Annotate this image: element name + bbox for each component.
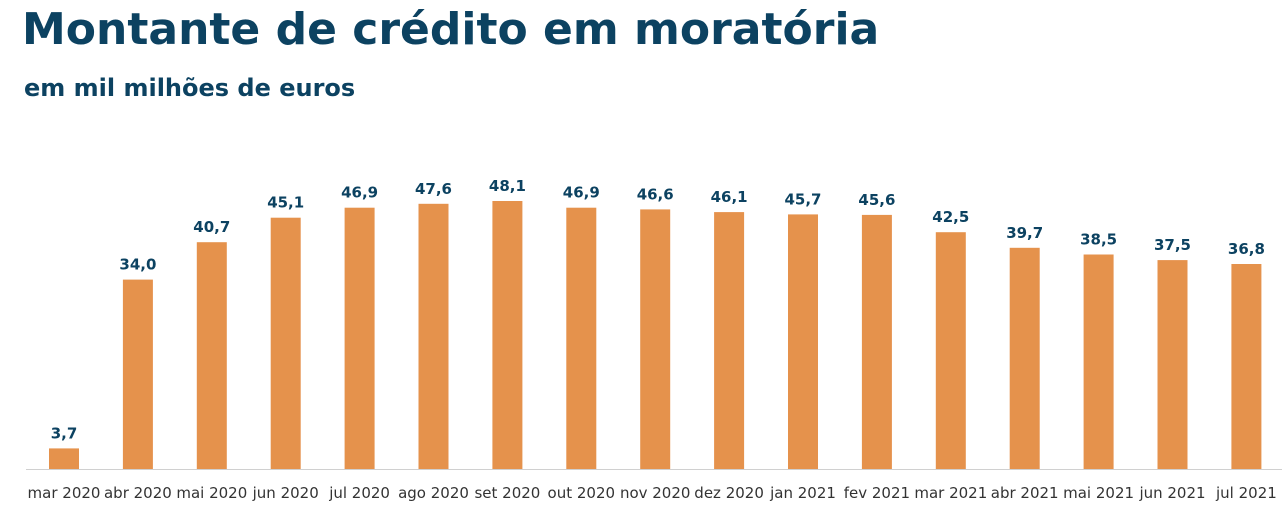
bar-jul-2021 [1231,264,1262,469]
value-label: 36,8 [1228,240,1265,258]
value-label: 46,6 [637,185,674,203]
x-tick-label: jan 2021 [769,484,836,502]
x-tick-label: jul 2021 [1215,484,1277,502]
bar-nov-2020 [640,209,671,469]
x-tick-label: jun 2020 [252,484,319,502]
bar-mar-2021 [935,232,966,469]
value-label: 37,5 [1154,236,1191,254]
x-tick-label: mai 2020 [176,484,247,502]
bars-group [49,201,1262,470]
chart-subtitle: em mil milhões de euros [24,74,356,102]
x-tick-label: mar 2021 [914,484,987,502]
value-label: 47,6 [415,180,452,198]
bar-ago-2020 [418,203,449,470]
value-label: 39,7 [1006,224,1043,242]
bar-abr-2020 [122,279,153,469]
bar-mai-2021 [1083,254,1114,469]
bar-jul-2020 [344,207,375,469]
value-label: 48,1 [489,177,526,195]
x-tick-label: mai 2021 [1063,484,1134,502]
x-tick-label: fev 2021 [844,484,910,502]
value-label: 42,5 [932,208,969,226]
value-label: 45,6 [858,191,895,209]
value-label: 40,7 [193,218,230,236]
bar-dez-2020 [714,212,745,469]
value-labels-group: 3,7 34,0 40,7 45,1 46,9 47,6 48,1 46,9 46,6 46,1 4… [51,177,1265,442]
value-label: 34,0 [119,256,156,274]
x-tick-label: ago 2020 [398,484,469,502]
value-label: 46,1 [711,188,748,206]
x-tick-label: jun 2021 [1138,484,1205,502]
value-label: 46,9 [563,184,600,202]
bar-abr-2021 [1009,247,1040,469]
chart-title: Montante de crédito em moratória [22,4,880,55]
value-label: 38,5 [1080,231,1117,249]
x-tick-label: dez 2020 [694,484,764,502]
bar-mar-2020 [49,448,79,469]
x-tick-label: mar 2020 [28,484,101,502]
x-tick-label: jul 2020 [328,484,390,502]
value-label: 45,7 [784,190,821,208]
value-label: 3,7 [51,424,78,442]
x-tick-label: nov 2020 [620,484,691,502]
value-label: 45,1 [267,194,304,212]
bar-jun-2020 [270,217,301,469]
bar-mai-2020 [196,242,227,469]
x-tick-labels-group: mar 2020 abr 2020 mai 2020 jun 2020 jul 2020… [28,484,1277,502]
x-tick-label: set 2020 [474,484,540,502]
bar-jan-2021 [788,214,818,469]
x-tick-label: abr 2021 [991,484,1059,502]
bar-out-2020 [566,207,597,469]
x-tick-label: out 2020 [548,484,616,502]
x-tick-label: abr 2020 [104,484,172,502]
bar-fev-2021 [861,214,892,469]
bar-set-2020 [492,201,523,469]
value-label: 46,9 [341,184,378,202]
bar-jun-2021 [1157,260,1188,469]
